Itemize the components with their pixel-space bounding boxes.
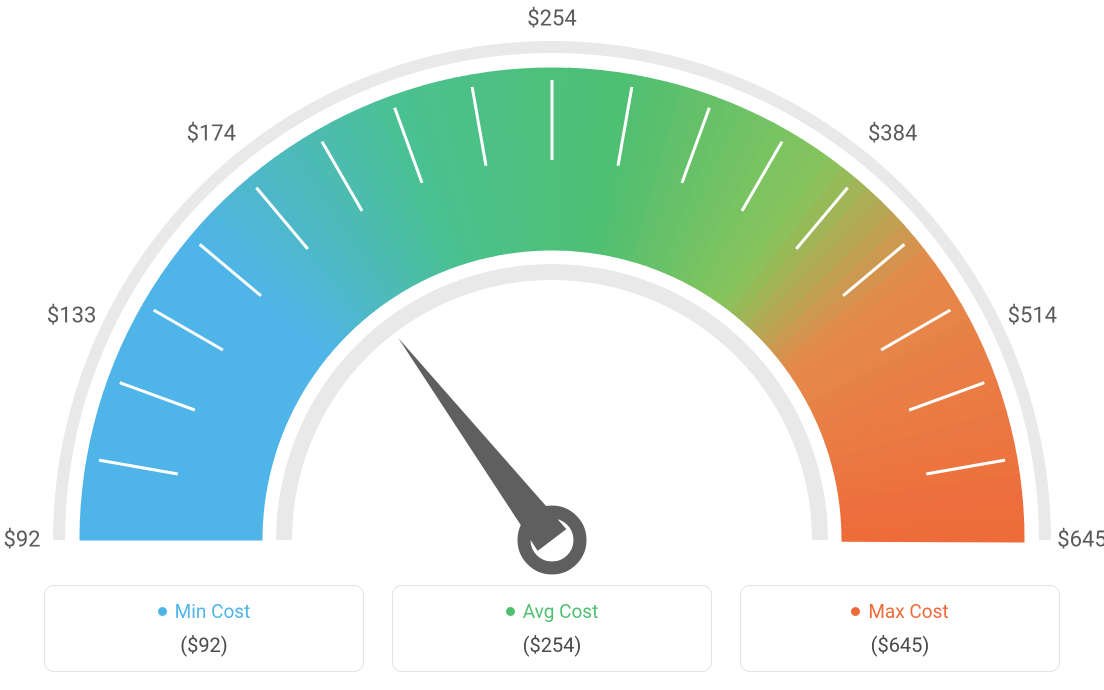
legend-label-avg: Avg Cost <box>523 600 599 623</box>
legend-title-max: Max Cost <box>851 600 948 623</box>
legend-title-min: Min Cost <box>158 600 251 623</box>
legend-card-min: Min Cost ($92) <box>44 585 364 672</box>
legend-value-max: ($645) <box>751 633 1049 657</box>
scale-label: $514 <box>1008 304 1057 329</box>
legend-title-avg: Avg Cost <box>506 600 599 623</box>
legend-value-min: ($92) <box>55 633 353 657</box>
legend-dot-max <box>851 607 860 616</box>
legend-card-max: Max Cost ($645) <box>740 585 1060 672</box>
scale-label: $384 <box>868 121 917 146</box>
scale-label: $92 <box>3 528 40 553</box>
legend-dot-min <box>158 607 167 616</box>
gauge-chart: $92 $133 $174 $254 $384 $514 $645 <box>0 0 1104 580</box>
legend-value-avg: ($254) <box>403 633 701 657</box>
scale-label: $254 <box>527 7 576 32</box>
legend-dot-avg <box>506 607 515 616</box>
scale-label: $133 <box>47 304 96 329</box>
scale-label: $174 <box>187 121 236 146</box>
legend-label-min: Min Cost <box>175 600 251 623</box>
legend-card-avg: Avg Cost ($254) <box>392 585 712 672</box>
legend-row: Min Cost ($92) Avg Cost ($254) Max Cost … <box>0 585 1104 672</box>
scale-label: $645 <box>1057 528 1104 553</box>
gauge-svg <box>0 0 1104 580</box>
legend-label-max: Max Cost <box>868 600 948 623</box>
